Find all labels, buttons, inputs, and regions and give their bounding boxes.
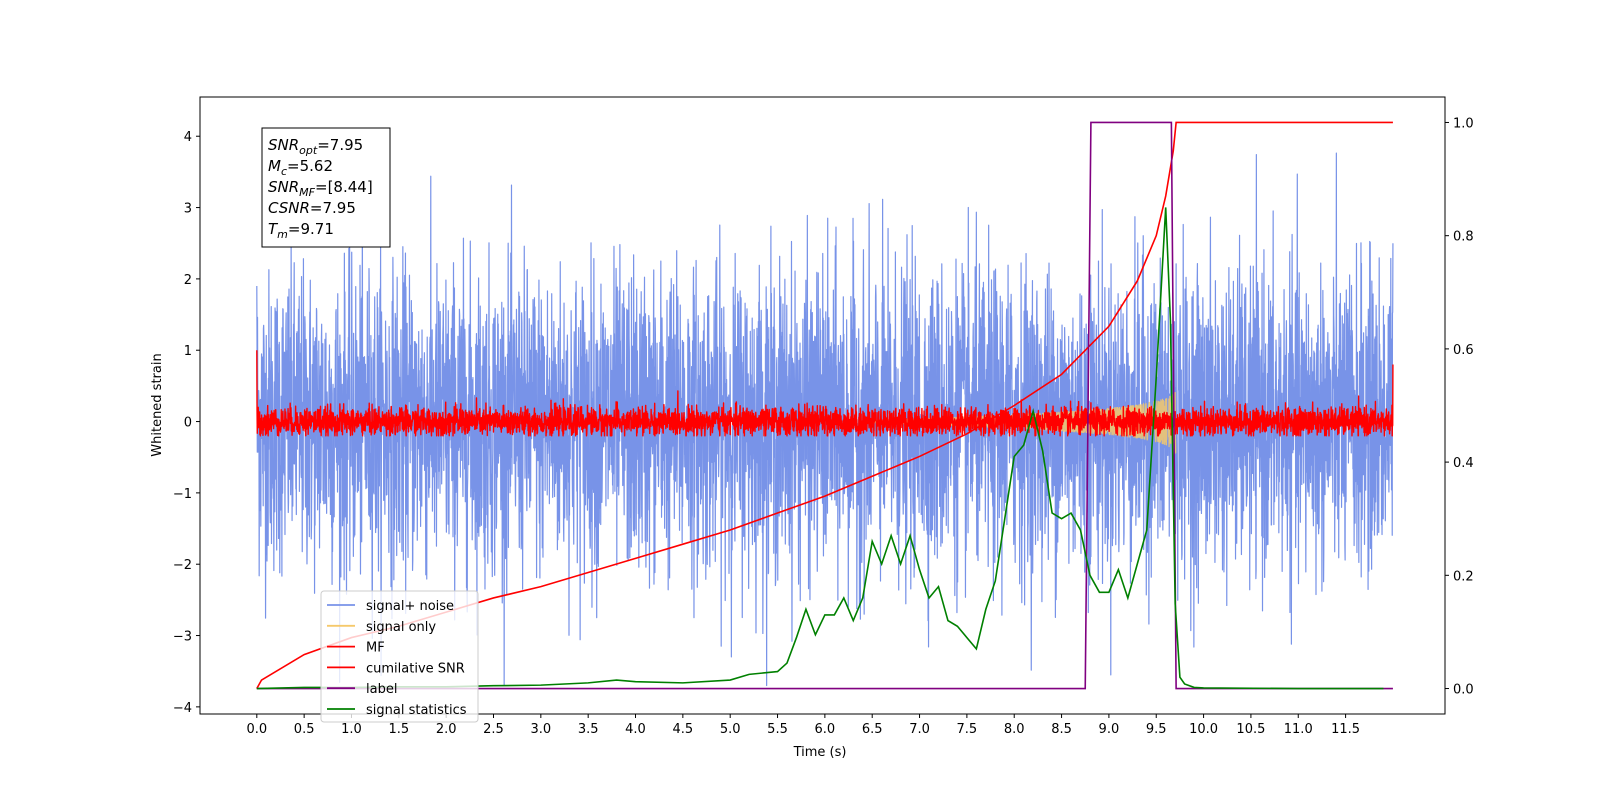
x-tick-label: 0.0 xyxy=(246,722,267,737)
series-signal-plus-noise-line xyxy=(256,152,1394,687)
x-tick-label: 6.0 xyxy=(815,722,836,737)
y-tick-label: 4 xyxy=(184,130,192,145)
x-tick-label: 3.5 xyxy=(578,722,599,737)
y2-tick-label: 0.6 xyxy=(1453,343,1474,358)
y-axis-left: 4 3 2 1 0 −1 −2 −3 −4 xyxy=(173,130,200,716)
x-tick-label: 5.5 xyxy=(767,722,788,737)
x-tick-label: 3.0 xyxy=(530,722,551,737)
legend-entry: cumilative SNR xyxy=(366,661,465,676)
x-tick-label: 0.5 xyxy=(294,722,315,737)
legend-entry: signal+ noise xyxy=(366,599,454,614)
y-tick-label: −4 xyxy=(173,701,192,716)
x-tick-label: 10.0 xyxy=(1189,722,1218,737)
y2-tick-label: 0.2 xyxy=(1453,569,1474,584)
x-tick-label: 8.0 xyxy=(1004,722,1025,737)
y-tick-label: 0 xyxy=(184,416,192,431)
x-tick-label: 8.5 xyxy=(1051,722,1072,737)
x-axis-label: Time (s) xyxy=(793,745,847,760)
y-tick-label: −3 xyxy=(173,630,192,645)
y-tick-label: 3 xyxy=(184,202,192,217)
annotation-line: CSNR=7.95 xyxy=(268,199,356,217)
annotation-line: Tm=9.71 xyxy=(268,220,334,241)
annotation-frame xyxy=(261,127,391,248)
x-tick-label: 9.5 xyxy=(1146,722,1167,737)
x-tick-label: 4.0 xyxy=(625,722,646,737)
x-tick-label: 7.0 xyxy=(909,722,930,737)
legend-entry: signal only xyxy=(366,620,436,635)
legend: signal+ noise signal only MF cumilative SNR… xyxy=(320,590,479,723)
series-signal-statistics-line xyxy=(256,207,1384,690)
x-tick-label: 1.5 xyxy=(388,722,409,737)
y-tick-label: 1 xyxy=(184,344,192,359)
y2-tick-label: 0.0 xyxy=(1453,683,1474,698)
x-tick-label: 4.5 xyxy=(673,722,694,737)
x-tick-label: 7.5 xyxy=(957,722,978,737)
legend-entry: label xyxy=(366,682,397,697)
y-tick-label: −2 xyxy=(173,558,192,573)
annotation-line: Mc=5.62 xyxy=(268,157,333,178)
annotation-line: SNRMF=[8.44] xyxy=(268,178,373,199)
series-mf-line xyxy=(256,350,1394,437)
x-tick-label: 1.0 xyxy=(341,722,362,737)
x-tick-label: 2.0 xyxy=(436,722,457,737)
x-tick-label: 6.5 xyxy=(862,722,883,737)
y-axis-right: 0.0 0.2 0.4 0.6 0.8 1.0 xyxy=(1445,116,1474,698)
legend-entry: MF xyxy=(366,641,385,656)
legend-frame xyxy=(320,590,479,723)
y2-tick-label: 0.4 xyxy=(1453,456,1474,471)
x-tick-label: 11.5 xyxy=(1331,722,1360,737)
y-axis-label: Whitened strain xyxy=(150,353,165,456)
plot-frame xyxy=(199,96,1446,715)
annotation-line: SNRopt=7.95 xyxy=(268,136,363,157)
x-tick-label: 10.5 xyxy=(1236,722,1265,737)
y2-tick-label: 0.8 xyxy=(1453,230,1474,245)
x-tick-label: 11.0 xyxy=(1284,722,1313,737)
x-tick-label: 5.0 xyxy=(720,722,741,737)
y-tick-label: 2 xyxy=(184,273,192,288)
x-tick-label: 2.5 xyxy=(483,722,504,737)
y2-tick-label: 1.0 xyxy=(1453,116,1474,131)
x-axis: 0.0 0.5 1.0 1.5 2.0 2.5 3.0 3.5 4.0 4.5 5.0 5.5 6.0 6… xyxy=(246,714,1360,737)
y-tick-label: −1 xyxy=(173,487,192,502)
x-tick-label: 9.0 xyxy=(1099,722,1120,737)
legend-entry: signal statistics xyxy=(366,703,467,718)
